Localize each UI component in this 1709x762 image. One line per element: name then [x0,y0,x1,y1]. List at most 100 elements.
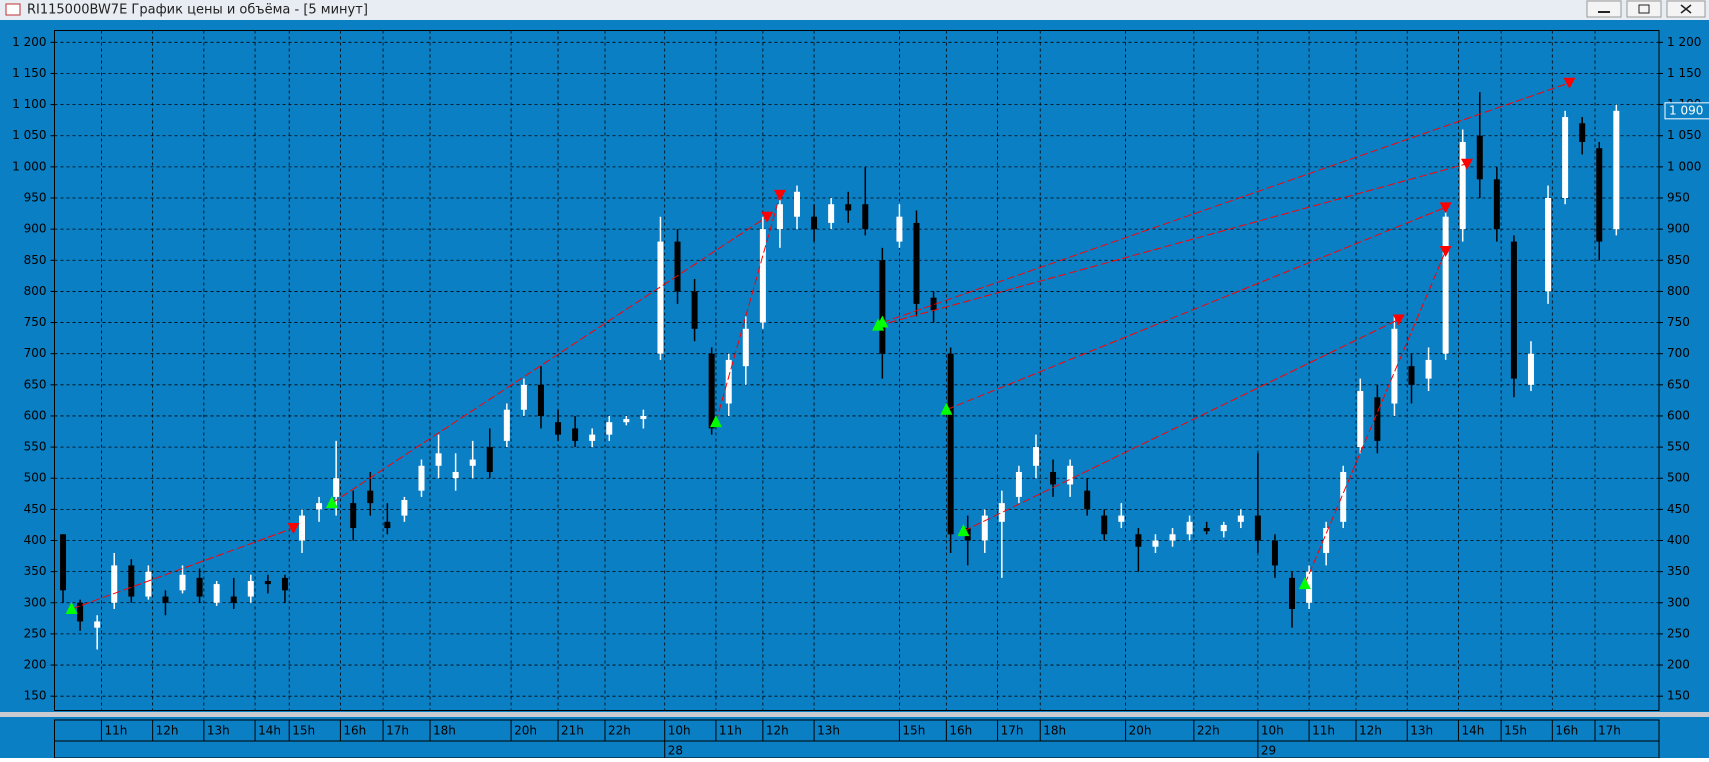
candle-body [794,191,801,217]
y-tick-label: 700 [24,346,47,360]
x-tick-label: 20h [1129,724,1152,738]
candle-body [213,584,220,603]
y-tick-label: 900 [24,222,47,236]
candle-body [640,415,647,420]
x-tick-label: 17h [1598,724,1621,738]
candle-body [1084,490,1091,510]
x-tick-label: 11h [1312,724,1335,738]
y-tick-label-right: 250 [1667,626,1690,640]
candle-body [469,459,476,466]
buy-marker [65,601,78,614]
trade-line [331,216,768,504]
x-tick-label: 16h [949,724,972,738]
x-tick-label: 18h [1043,724,1066,738]
candle-body [981,515,988,541]
candle-body [264,580,271,585]
candle-body [1015,472,1022,497]
last-price-box [1664,102,1709,120]
y-tick-label: 200 [24,658,47,672]
y-tick-label-right: 450 [1667,502,1690,516]
x-tick-label: 12h [1359,724,1382,738]
candle-body [162,596,169,603]
trade-line [882,82,1570,324]
x-tick-label: 14h [1461,724,1484,738]
candle-body [299,515,306,541]
y-tick-label: 800 [24,284,47,298]
candle-body [1613,110,1620,230]
y-tick-label-right: 1 200 [1667,35,1701,49]
x-tick-label: 22h [1197,724,1220,738]
y-tick-label-right: 800 [1667,284,1690,298]
candle-body [623,419,630,423]
trade-line [877,163,1468,327]
y-tick-label-right: 400 [1667,533,1690,547]
x-tick-label: 15h [292,724,315,738]
candle-body [1425,359,1432,379]
trade-line [1304,250,1447,585]
y-tick-label-right: 300 [1667,595,1690,609]
x-tick-label: 13h [207,724,230,738]
candle-body [913,222,920,304]
y-tick-label: 750 [24,315,47,329]
candle-body [384,521,391,529]
candle-body [998,503,1005,522]
y-tick-label: 150 [24,689,47,703]
candle-body [1545,198,1552,292]
candle-body [94,621,101,628]
maximize-button[interactable] [1626,0,1662,18]
y-tick-label-right: 1 050 [1667,128,1701,142]
candle-body [418,465,425,491]
candle-body [708,353,715,429]
candle-body [145,571,152,597]
candle-body [401,500,408,516]
candle-body [1476,135,1483,180]
candle-body [828,204,835,223]
y-tick-label-right: 950 [1667,191,1690,205]
candle-body [537,384,544,416]
candle-body [367,490,374,504]
candle-body [196,577,203,597]
candle-body [1152,540,1159,547]
chart-background [0,20,1709,758]
y-tick-label: 650 [24,377,47,391]
candle-body [1408,366,1415,385]
candle-body [879,260,886,354]
candle-body [60,534,67,591]
candle-body [111,565,118,603]
buy-marker [1298,577,1311,590]
y-tick-label-right: 900 [1667,222,1690,236]
x-tick-label: 18h [433,724,456,738]
candle-body [486,447,493,473]
candle-body [1596,148,1603,242]
y-tick-label: 250 [24,626,47,640]
separator [0,712,1709,717]
trade-line [715,194,781,423]
candle-body [1340,472,1347,522]
candle-body [657,241,664,354]
y-tick-label: 300 [24,595,47,609]
minimize-button[interactable] [1586,0,1622,18]
date-tick-label: 28 [668,744,683,758]
y-tick-label-right: 1 000 [1667,159,1701,173]
x-tick-label: 12h [766,724,789,738]
candle-body [1237,515,1244,522]
y-tick-label-right: 550 [1667,440,1690,454]
trade-line [946,206,1446,411]
candle-body [759,229,766,323]
candle-body [247,580,254,597]
candle-body [1579,123,1586,142]
x-tick-label: 11h [719,724,742,738]
y-tick-label: 1 050 [12,128,46,142]
candle-body [691,291,698,329]
candle-body [1442,216,1449,354]
candle-body [1562,117,1569,199]
candle-body [896,216,903,242]
y-tick-label-right: 650 [1667,377,1690,391]
candle-body [589,434,596,441]
candle-body [1271,540,1278,566]
y-tick-label: 1 000 [12,159,46,173]
candle-body [435,453,442,466]
candle-body [930,297,937,311]
candle-body [811,216,818,230]
candle-body [452,472,459,479]
